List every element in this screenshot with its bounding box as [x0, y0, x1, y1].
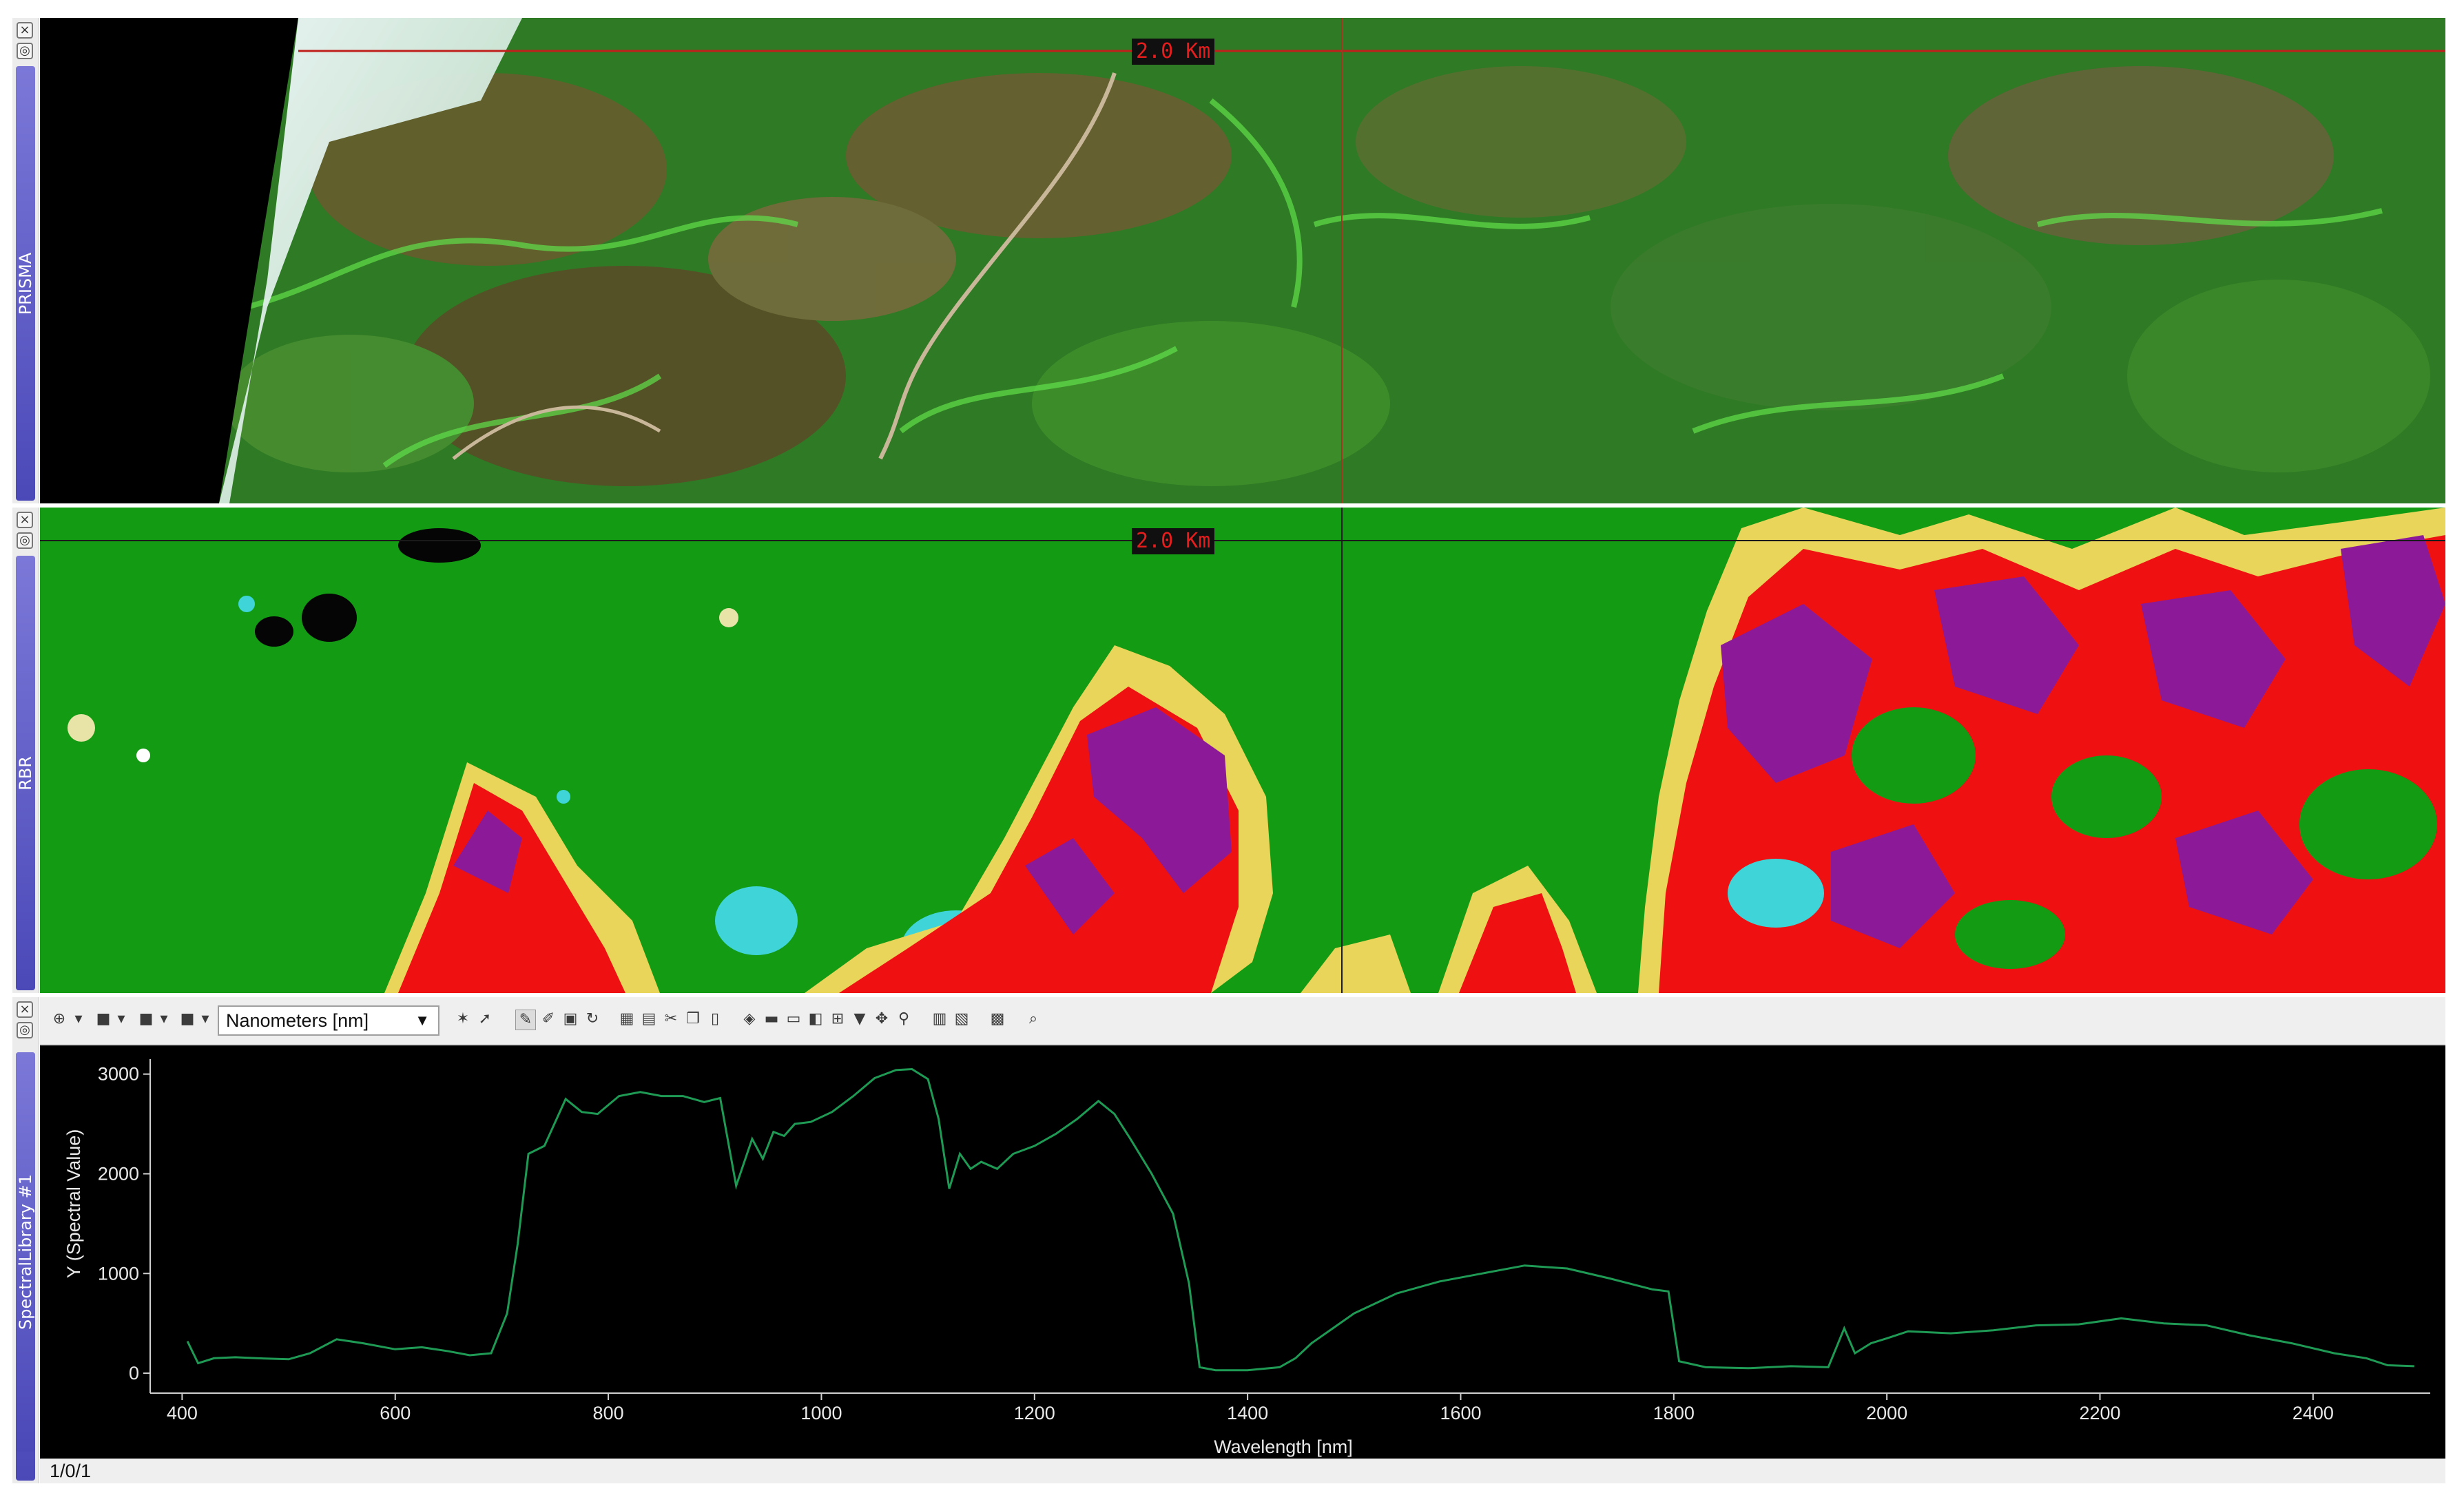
layer-settings-icon[interactable]: ■ [180, 1010, 195, 1027]
chevron-down-icon: ▼ [415, 1012, 430, 1029]
rbr-panel: × ◎ RBR [12, 508, 2445, 993]
spectral-series-line [186, 1067, 2414, 1372]
prisma-panel-label-text: PRISMA [16, 252, 35, 315]
select-icon[interactable]: ◈ [743, 1010, 756, 1027]
x-axis-label: Wavelength [nm] [1214, 1437, 1353, 1457]
x-tick-label: 2400 [2292, 1403, 2334, 1423]
deselect-icon[interactable]: ◧ [808, 1010, 823, 1027]
prisma-image-view[interactable]: 2.0 Km [40, 18, 2445, 503]
rbr-classification-image [40, 508, 2445, 993]
copy-icon[interactable]: ❐ [686, 1010, 700, 1027]
rbr-panel-label-text: RBR [16, 755, 35, 791]
y-tick-label: 2000 [98, 1163, 139, 1184]
rbr-panel-sidebar: × ◎ RBR [12, 508, 39, 993]
dropdown-icon[interactable]: ▾ [117, 1010, 125, 1027]
move-top-icon[interactable]: ⊞ [831, 1010, 845, 1027]
paste-icon[interactable]: ▯ [710, 1010, 720, 1027]
y-tick-label: 1000 [98, 1263, 139, 1284]
dropdown-icon[interactable]: ▾ [201, 1010, 209, 1027]
add-icon[interactable]: ⊕ [52, 1010, 66, 1027]
layer-remove-icon[interactable]: ■ [138, 1010, 154, 1027]
spectral-toolbar: ⊕ ▾ ■ ▾ ■ ▾ ■ ▾ Nanometers [nm] ▼ ✶ ➚ ✎ … [40, 997, 2445, 1045]
x-tick-label: 1200 [1014, 1403, 1055, 1423]
rbr-panel-label: RBR [16, 556, 35, 990]
prisma-scale-bar: 2.0 Km [1132, 39, 1215, 65]
invert-selection-icon[interactable]: ▭ [786, 1010, 801, 1027]
chart-axes [149, 1059, 2430, 1394]
y-tick-label: 0 [129, 1363, 139, 1383]
x-tick-label: 800 [593, 1403, 624, 1423]
delete-icon[interactable]: ▤ [641, 1010, 656, 1027]
filter-icon[interactable]: ▼ [853, 1010, 866, 1027]
x-tick-label: 2200 [2079, 1403, 2120, 1423]
spectral-library-label: SpectralLibrary #1 [16, 1052, 35, 1452]
y-tick-label: 3000 [98, 1064, 139, 1085]
status-bar: 1/0/1 [40, 1459, 2445, 1483]
pan-icon[interactable]: ✥ [875, 1010, 889, 1027]
close-icon[interactable]: × [17, 1001, 33, 1018]
dropdown-icon[interactable]: ▾ [160, 1010, 168, 1027]
chart-ticks: 400 600 800 1000 1200 1400 1600 1800 2000 2200 240… [98, 1064, 2334, 1423]
pin-icon[interactable]: ◎ [17, 43, 33, 59]
layer-icon[interactable]: ■ [96, 1010, 111, 1027]
form-view-icon[interactable]: ▥ [932, 1010, 947, 1027]
x-tick-label: 600 [380, 1403, 411, 1423]
spectral-panel: × ◎ ⊕ ▾ ■ ▾ ■ ▾ ■ ▾ Nanometers [nm] ▼ ✶ … [12, 997, 2445, 1483]
spectral-chart: 400 600 800 1000 1200 1400 1600 1800 2000 2200 240… [63, 1059, 2430, 1457]
edit-icon[interactable]: ✎ [515, 1010, 536, 1030]
calculator-icon[interactable]: ▩ [990, 1010, 1005, 1027]
prisma-panel-sidebar: × ◎ PRISMA [12, 18, 39, 503]
attribute-table-icon[interactable]: ▧ [954, 1010, 969, 1027]
x-tick-label: 1600 [1440, 1403, 1481, 1423]
close-icon[interactable]: × [17, 512, 33, 528]
cut-icon[interactable]: ✂ [664, 1010, 678, 1027]
select-all-icon[interactable]: ▬ [764, 1010, 779, 1027]
refresh-icon[interactable]: ↻ [586, 1010, 599, 1027]
y-axis-label: Y (Spectral Value) [63, 1129, 84, 1279]
x-tick-label: 400 [167, 1403, 198, 1423]
unit-selector-value: Nanometers [nm] [226, 1010, 369, 1031]
spectral-library-label-text: SpectralLibrary #1 [16, 1173, 35, 1330]
unit-selector[interactable]: Nanometers [nm] ▼ [218, 1005, 439, 1036]
sparkle-icon[interactable]: ✶ [456, 1010, 470, 1027]
close-icon[interactable]: × [17, 22, 33, 39]
pin-icon[interactable]: ◎ [17, 532, 33, 549]
save-icon[interactable]: ▣ [563, 1010, 578, 1027]
pointer-icon[interactable]: ➚ [478, 1010, 492, 1027]
table-icon[interactable]: ▦ [619, 1010, 634, 1027]
search-icon[interactable]: ⌕ [1028, 1010, 1038, 1027]
status-text: 1/0/1 [50, 1461, 92, 1481]
prisma-satellite-image [40, 18, 2445, 503]
dropdown-icon[interactable]: ▾ [74, 1010, 83, 1027]
brush-icon[interactable]: ✐ [541, 1010, 555, 1027]
x-tick-label: 2000 [1866, 1403, 1907, 1423]
prisma-panel: × ◎ PRISMA [12, 18, 2445, 503]
spectral-plot[interactable]: 400 600 800 1000 1200 1400 1600 1800 2000 2200 240… [40, 1045, 2445, 1459]
pin-icon[interactable]: ◎ [17, 1022, 33, 1038]
prisma-panel-label: PRISMA [16, 66, 35, 501]
x-tick-label: 1400 [1227, 1403, 1268, 1423]
zoom-icon[interactable]: ⚲ [898, 1010, 910, 1027]
rbr-scale-bar: 2.0 Km [1132, 528, 1215, 554]
x-tick-label: 1800 [1653, 1403, 1695, 1423]
rbr-image-view[interactable]: 2.0 Km [40, 508, 2445, 993]
x-tick-label: 1000 [800, 1403, 842, 1423]
